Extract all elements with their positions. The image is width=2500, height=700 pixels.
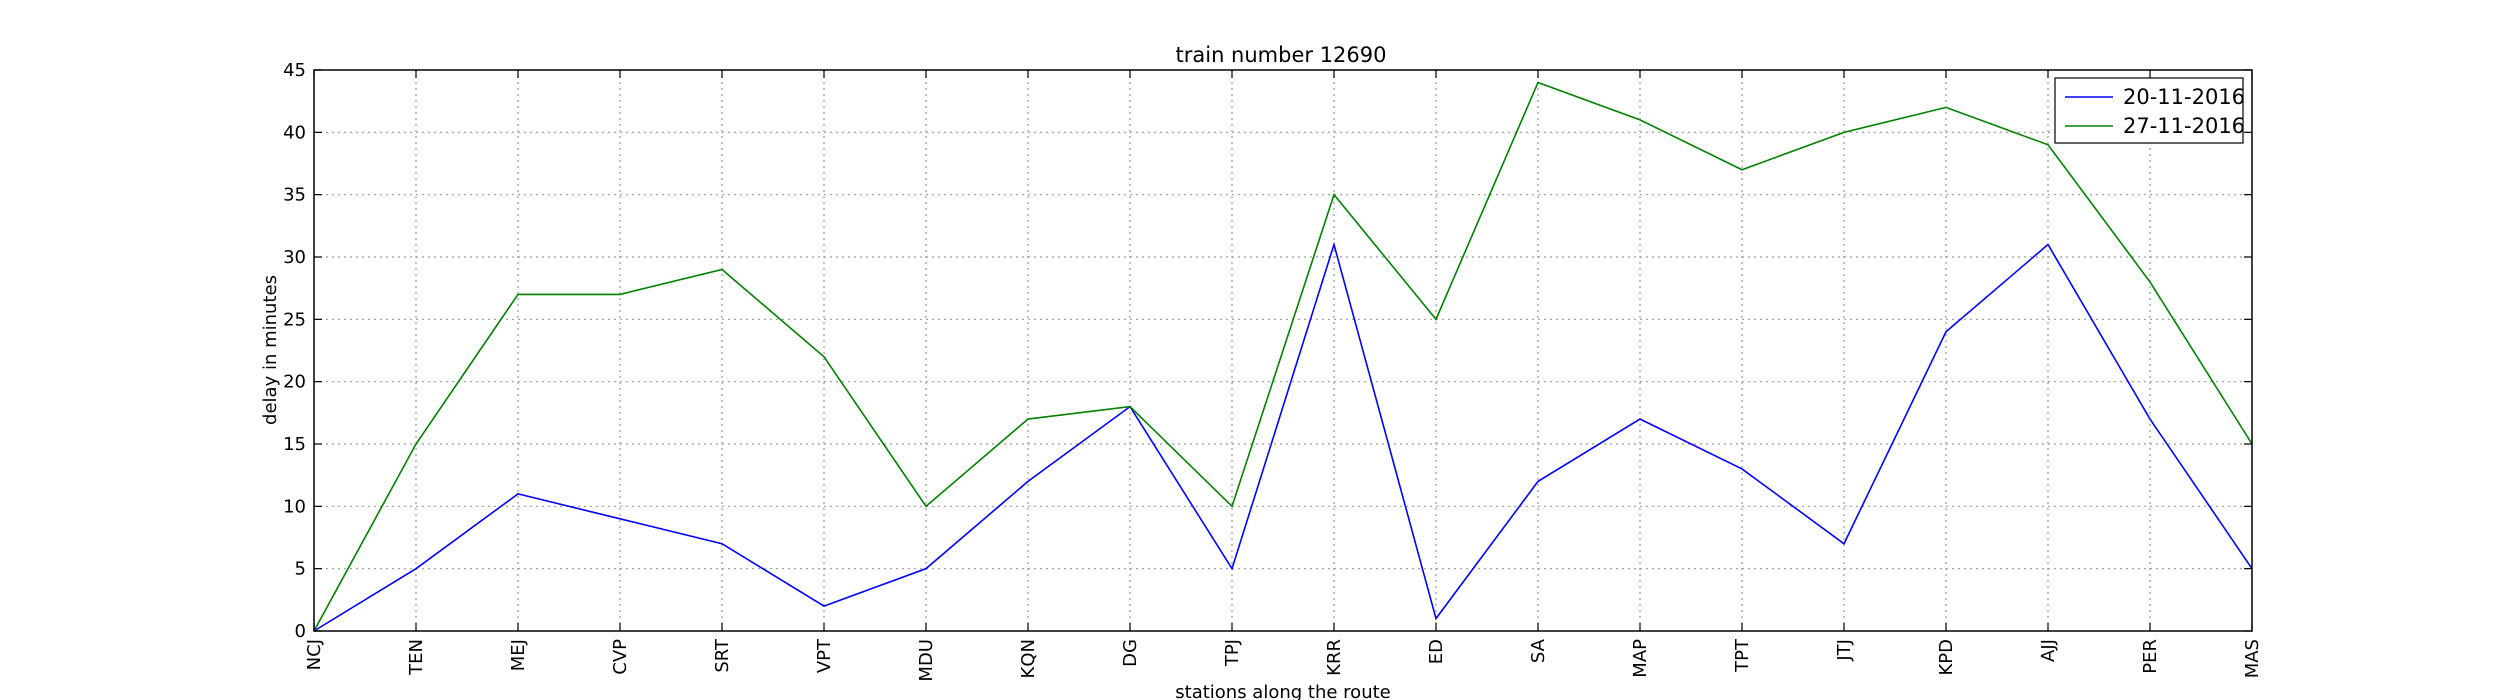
y-tick-label: 35 [283,185,306,206]
x-tick-label: DG [1120,639,1141,667]
x-tick-label: KPD [1936,639,1957,676]
y-tick-label: 40 [283,122,306,143]
y-axis-label: delay in minutes [260,275,281,425]
chart-title: train number 12690 [1176,43,1387,67]
legend: 20-11-2016 27-11-2016 [2054,77,2245,144]
grid [314,70,2252,631]
plot-frame [313,69,2253,632]
legend-label: 20-11-2016 [2123,85,2245,109]
x-tick-label: MEJ [508,639,529,671]
x-tick-label: AJJ [2038,639,2059,662]
x-tick-label: JTJ [1834,639,1855,662]
legend-label: 27-11-2016 [2123,114,2245,138]
x-tick-label: PER [2140,639,2161,674]
y-tick-label: 30 [283,247,306,268]
series-lines [313,81,2253,632]
x-tick-label: TPJ [1222,639,1243,667]
y-tick-label: 10 [283,496,306,517]
y-tick-label: 5 [295,559,306,580]
x-tick-label: ED [1426,639,1447,664]
x-tick-label: CVP [610,639,631,675]
x-tick-label: KRR [1324,639,1345,676]
y-tick-label: 15 [283,434,306,455]
x-tick-label: TEN [406,639,427,676]
x-tick-label: MDU [916,639,937,682]
series-line-2 [313,81,2253,632]
y-tick-label: 0 [295,621,306,642]
x-tick-label: NCJ [304,639,325,670]
x-tick-label: MAS [2242,639,2263,678]
x-tick-label: MAP [1630,639,1651,678]
x-tick-label: VPT [814,638,835,673]
x-axis-label: stations along the route [1175,682,1390,700]
x-tick-label: SRT [712,638,733,673]
y-tick-label: 45 [283,60,306,81]
y-tick-label: 20 [283,372,306,393]
x-tick-label: TPT [1732,638,1753,673]
legend-box [2054,77,2244,144]
x-tick-label: KQN [1018,639,1039,678]
x-tick-label: SA [1528,638,1549,663]
series-line-1 [313,241,2253,632]
axis-ticks: NCJ TEN MEJ CVP SRT VPT MDU KQN DG TPJ KRR ED SA MAP T… [283,60,2263,682]
y-tick-label: 25 [283,309,306,330]
